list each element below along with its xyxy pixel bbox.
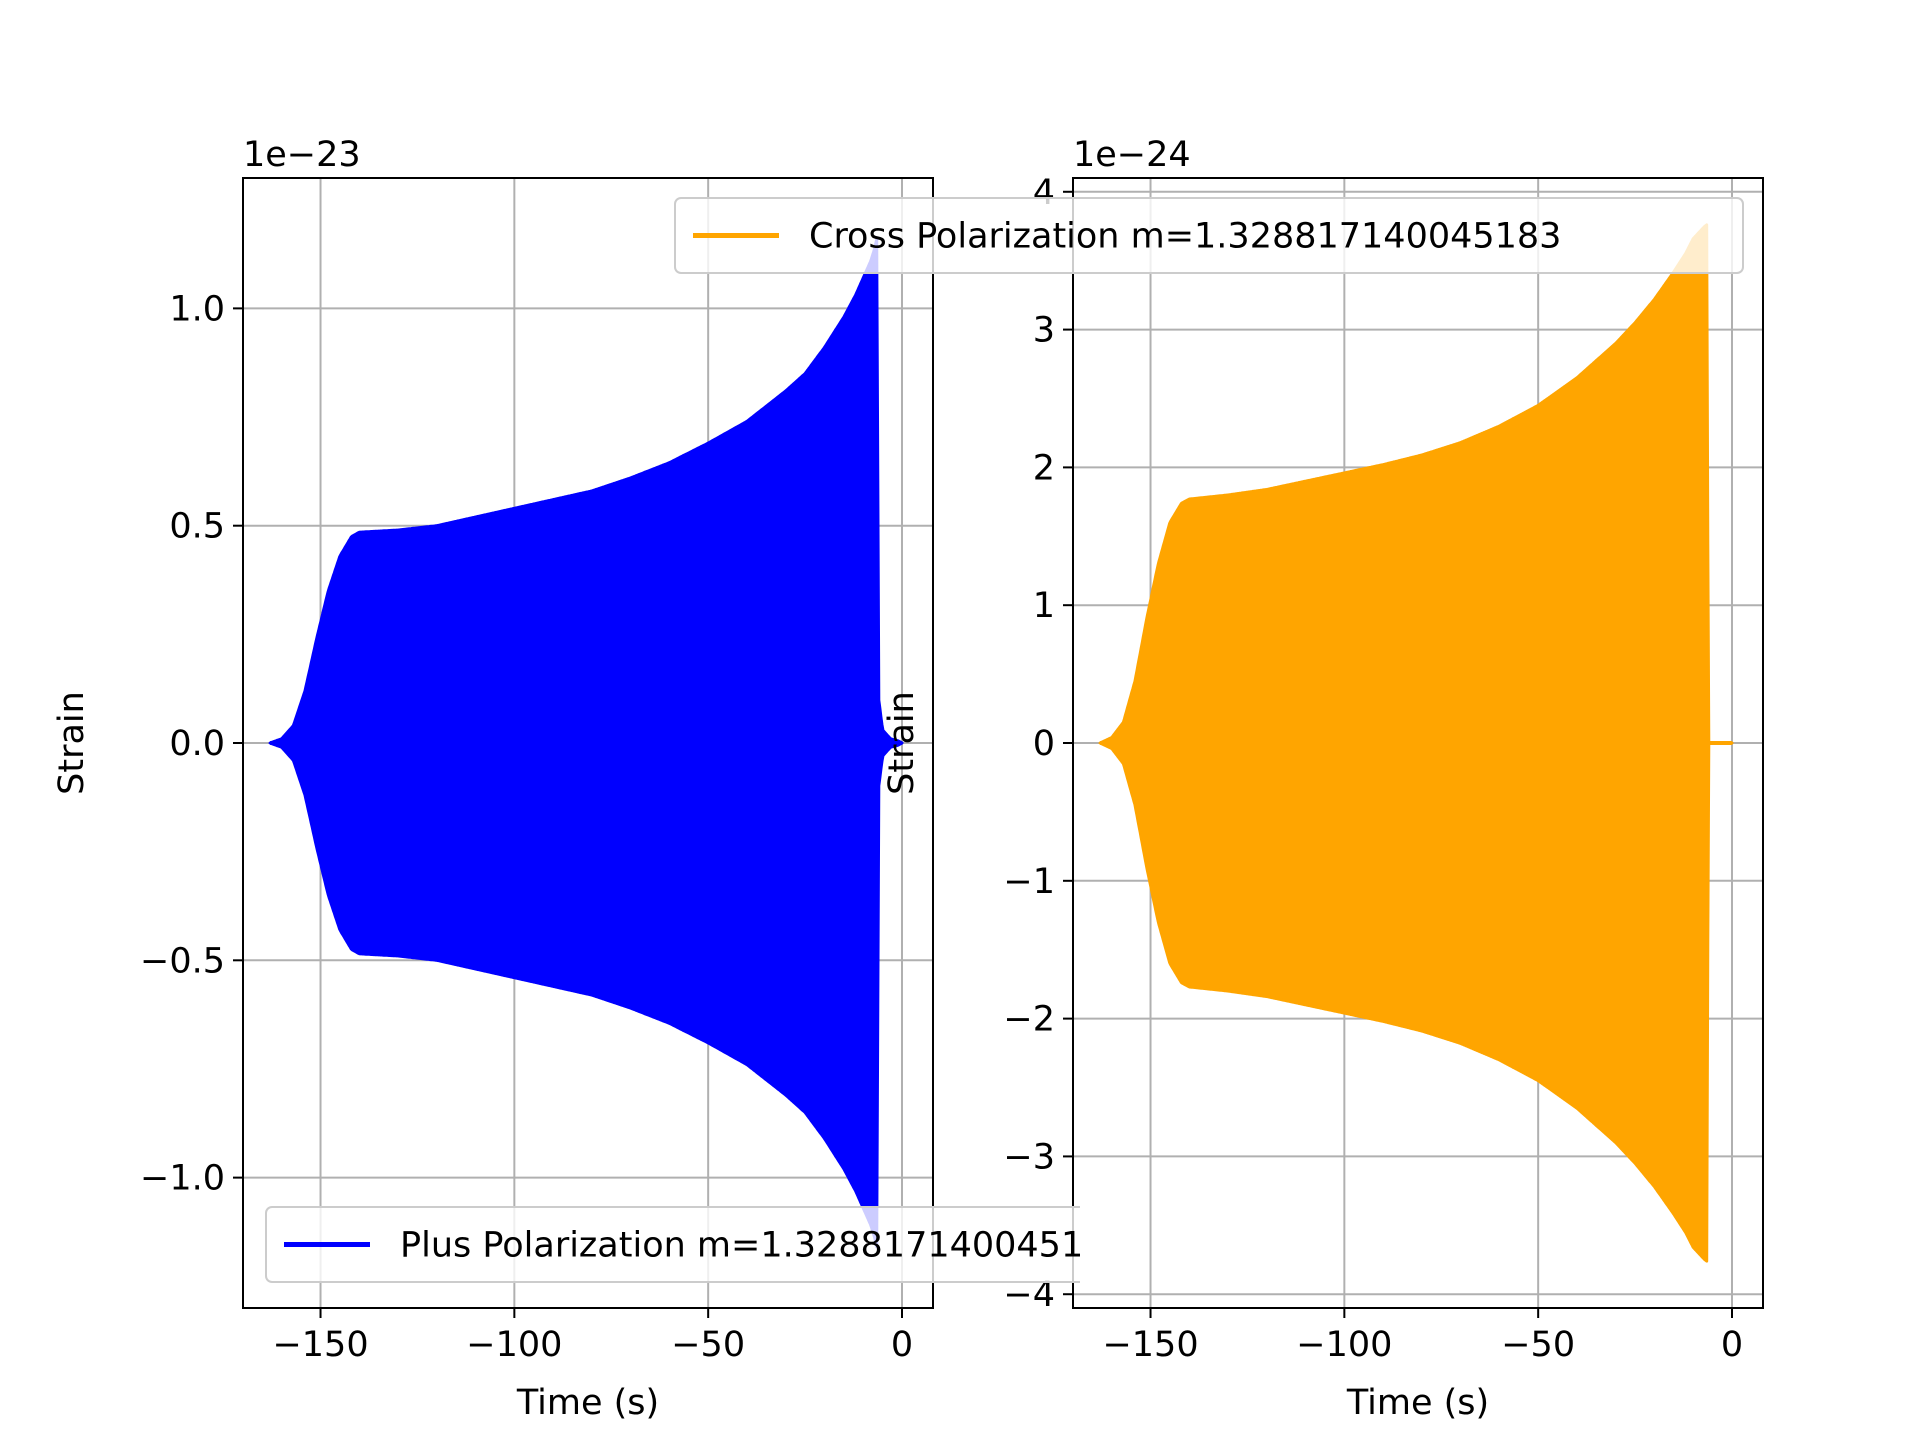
legend: Cross Polarization m=1.328817140045183: [674, 197, 1744, 274]
x-tick-label: −150: [1102, 1325, 1198, 1365]
offset-text: 1e−23: [243, 135, 361, 175]
y-tick-label: 0: [1033, 724, 1055, 764]
x-tick-label: 0: [891, 1325, 913, 1365]
y-tick-label: −1: [1003, 862, 1055, 902]
legend: Plus Polarization m=1.328817140045183: [265, 1206, 1128, 1283]
x-tick-label: −50: [671, 1325, 745, 1365]
x-axis-label: Time (s): [516, 1383, 659, 1423]
y-tick-label: 3: [1033, 311, 1055, 351]
y-axis-label: Strain: [52, 691, 92, 795]
x-tick-label: 0: [1721, 1325, 1743, 1365]
y-tick-label: 1.0: [169, 289, 225, 329]
y-axis-label: Strain: [882, 691, 922, 795]
y-tick-label: −2: [1003, 1000, 1055, 1040]
offset-text: 1e−24: [1073, 135, 1191, 175]
x-tick-label: −100: [466, 1325, 562, 1365]
x-tick-label: −150: [272, 1325, 368, 1365]
x-tick-label: −50: [1501, 1325, 1575, 1365]
y-tick-label: 2: [1033, 448, 1055, 488]
y-tick-label: −0.5: [140, 941, 225, 981]
y-tick-label: 0.5: [169, 507, 225, 547]
y-tick-label: 0.0: [169, 724, 225, 764]
left-plot-plus-polarization: −150 −100 −50 0 −1.0 −0.5 0.0 0.5 1.0 Time (s) Str…: [52, 135, 934, 1423]
y-tick-label: −1.0: [140, 1159, 225, 1199]
x-axis-label: Time (s): [1346, 1383, 1489, 1423]
legend-label: Plus Polarization m=1.328817140045183: [400, 1226, 1128, 1266]
legend-box: [674, 197, 1744, 274]
y-tick-label: 1: [1033, 586, 1055, 626]
legend-box: [265, 1206, 1080, 1283]
y-tick-label: −3: [1003, 1137, 1055, 1177]
legend-label: Cross Polarization m=1.328817140045183: [809, 217, 1561, 257]
x-tick-label: −100: [1296, 1325, 1392, 1365]
